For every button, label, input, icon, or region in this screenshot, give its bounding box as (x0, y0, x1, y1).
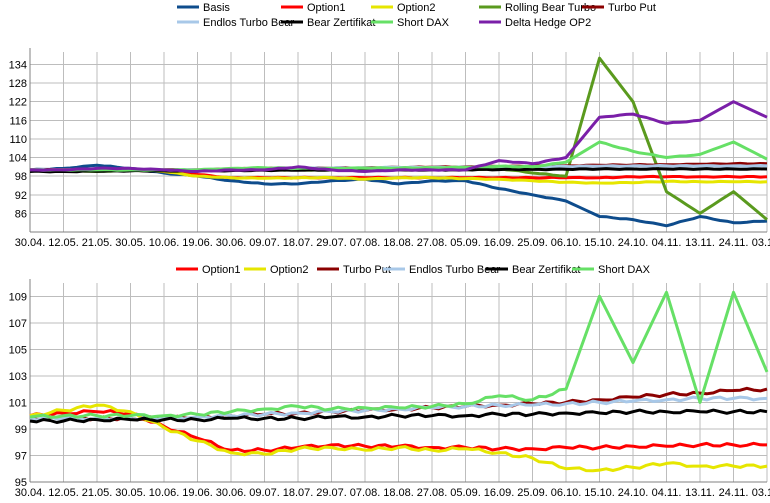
legend-item: Endlos Turbo Bear (383, 264, 500, 276)
y-tick-label: 98 (15, 171, 27, 183)
x-tick-label: 24.10. (618, 237, 649, 249)
y-tick-label: 116 (9, 115, 27, 127)
legend-item: Basis (177, 2, 230, 14)
y-tick-label: 128 (9, 78, 27, 90)
legend-label: Basis (203, 2, 230, 14)
x-tick-label: 04.11. (652, 487, 682, 499)
series-line-bear-zertifikat (29, 408, 768, 424)
x-tick-label: 05.09. (450, 487, 481, 499)
legend-item: Delta Hedge OP2 (479, 17, 591, 29)
x-tick-label: 03.12. (752, 237, 770, 249)
x-tick-label: 30.05. (115, 237, 146, 249)
y-tick-label: 101 (9, 397, 27, 409)
legend-item: Bear Zertifikat (486, 264, 580, 276)
x-tick-label: 18.08. (383, 237, 414, 249)
legend-item: Rolling Bear Turbo (479, 2, 596, 14)
x-tick-label: 16.09. (484, 487, 515, 499)
x-tick-label: 30.05. (115, 487, 146, 499)
y-tick-label: 104 (9, 153, 27, 165)
legend-label: Endlos Turbo Bear (203, 17, 294, 29)
y-tick-label: 99 (15, 424, 27, 436)
legend-label: Option1 (202, 264, 241, 276)
x-tick-label: 25.09. (517, 237, 548, 249)
legend-item: Turbo Put (582, 2, 656, 14)
legend-item: Turbo Put (317, 264, 391, 276)
x-tick-label: 18.08. (383, 487, 414, 499)
y-tick-label: 103 (9, 371, 27, 383)
x-tick-label: 21.05. (82, 487, 113, 499)
x-tick-label: 09.07. (249, 487, 280, 499)
x-tick-label: 10.06. (149, 237, 180, 249)
x-tick-label: 30.04. (15, 237, 46, 249)
legend-item: Option2 (244, 264, 309, 276)
x-tick-label: 24.10. (618, 487, 649, 499)
x-tick-label: 16.09. (484, 237, 515, 249)
x-tick-label: 18.07. (283, 487, 314, 499)
x-tick-label: 27.08. (417, 487, 448, 499)
y-tick-label: 97 (15, 450, 27, 462)
y-tick-label: 109 (9, 291, 27, 303)
x-tick-label: 30.06. (216, 487, 247, 499)
x-tick-label: 12.05. (48, 237, 79, 249)
x-tick-label: 10.06. (149, 487, 180, 499)
legend-item: Option1 (281, 2, 346, 14)
x-tick-label: 15.10. (584, 487, 615, 499)
x-tick-label: 12.05. (48, 487, 79, 499)
x-tick-label: 07.08. (350, 487, 381, 499)
x-tick-label: 13.11. (685, 237, 715, 249)
y-tick-label: 110 (9, 134, 27, 146)
legend-label: Short DAX (598, 264, 651, 276)
legend-item: Option2 (371, 2, 436, 14)
legend-label: Short DAX (397, 17, 450, 29)
x-tick-label: 06.10. (551, 237, 582, 249)
x-tick-label: 27.08. (417, 237, 448, 249)
y-tick-label: 134 (9, 59, 27, 71)
x-tick-label: 18.07. (283, 237, 314, 249)
legend-item: Option1 (176, 264, 241, 276)
legend-label: Endlos Turbo Bear (409, 264, 500, 276)
legend-label: Option2 (397, 2, 436, 14)
x-tick-label: 19.06. (182, 487, 213, 499)
x-tick-label: 04.11. (652, 237, 682, 249)
legend-label: Bear Zertifikat (512, 264, 580, 276)
top-chart: 86 92 98 104 110 116 122 128 134 30.04. 12.05. 21.0… (9, 2, 770, 249)
legend-label: Rolling Bear Turbo (505, 2, 596, 14)
x-tick-label: 30.04. (15, 487, 46, 499)
x-tick-label: 30.06. (216, 237, 247, 249)
y-tick-label: 95 (15, 477, 27, 489)
y-tick-label: 86 (15, 208, 27, 220)
legend-label: Bear Zertifikat (307, 17, 375, 29)
y-tick-label: 105 (9, 344, 27, 356)
x-tick-label: 24.11. (719, 487, 749, 499)
x-tick-label: 09.07. (249, 237, 280, 249)
x-tick-label: 29.07. (316, 237, 347, 249)
x-tick-label: 15.10. (584, 237, 615, 249)
y-tick-label: 122 (9, 97, 27, 109)
legend-item: Endlos Turbo Bear (177, 17, 294, 29)
legend-label: Turbo Put (343, 264, 391, 276)
legend-item: Short DAX (371, 17, 450, 29)
y-tick-label: 107 (9, 318, 27, 330)
x-tick-label: 24.11. (719, 237, 749, 249)
legend-label: Delta Hedge OP2 (505, 17, 591, 29)
legend-item: Bear Zertifikat (281, 17, 375, 29)
y-tick-label: 92 (15, 190, 27, 202)
x-tick-label: 21.05. (82, 237, 113, 249)
x-tick-label: 07.08. (350, 237, 381, 249)
x-tick-label: 13.11. (685, 487, 715, 499)
x-tick-label: 19.06. (182, 237, 213, 249)
legend-label: Option2 (270, 264, 309, 276)
x-tick-label: 03.12. (752, 487, 770, 499)
legend-label: Turbo Put (608, 2, 656, 14)
x-tick-label: 05.09. (450, 237, 481, 249)
series-line-short-dax (29, 290, 769, 419)
series-line-delta-hedge-op2 (29, 100, 768, 173)
legend-item: Short DAX (572, 264, 651, 276)
legend-label: Option1 (307, 2, 346, 14)
x-tick-label: 25.09. (517, 487, 548, 499)
x-tick-label: 29.07. (316, 487, 347, 499)
x-tick-label: 06.10. (551, 487, 582, 499)
